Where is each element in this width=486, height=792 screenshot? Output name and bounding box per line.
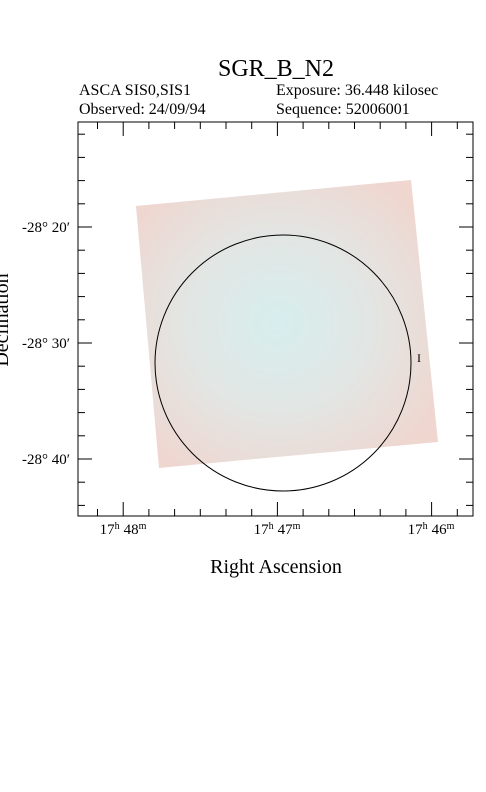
number: 46 — [432, 522, 448, 538]
unit: h — [423, 521, 428, 532]
unit: m — [293, 521, 301, 532]
source-marker: I — [417, 351, 421, 365]
plot-frame — [77, 121, 474, 517]
tick-marks — [78, 122, 473, 516]
x-tick-label: 17h 46m — [408, 521, 455, 538]
y-tick-label: -28° 30′ — [22, 336, 70, 352]
x-tick-label: 17h 47m — [254, 521, 301, 538]
unit: m — [139, 521, 147, 532]
title: SGR_B_N2 — [218, 56, 334, 82]
number: 17 — [254, 522, 270, 538]
sequence: Sequence: 52006001 — [276, 101, 410, 118]
x-axis-label: Right Ascension — [210, 556, 342, 578]
exposure: Exposure: 36.448 kilosec — [276, 82, 438, 99]
unit: h — [115, 521, 120, 532]
observed: Observed: 24/09/94 — [79, 101, 206, 118]
unit: h — [269, 521, 274, 532]
instrument: ASCA SIS0,SIS1 — [79, 82, 191, 99]
unit: m — [447, 521, 455, 532]
number: 48 — [124, 522, 139, 538]
number: 17 — [408, 522, 424, 538]
number: 47 — [278, 522, 294, 538]
xray-image — [136, 180, 438, 468]
region-circle — [154, 234, 412, 492]
x-tick-label: 17h 48m — [100, 521, 147, 538]
y-tick-label: -28° 40′ — [22, 452, 70, 468]
y-axis-label: Declination — [0, 273, 13, 366]
y-tick-label: -28° 20′ — [22, 220, 70, 236]
number: 17 — [100, 522, 116, 538]
tick-labels: -28° 20′-28° 30′-28° 40′17h 48m 17h 47m 17h 4… — [22, 220, 455, 538]
